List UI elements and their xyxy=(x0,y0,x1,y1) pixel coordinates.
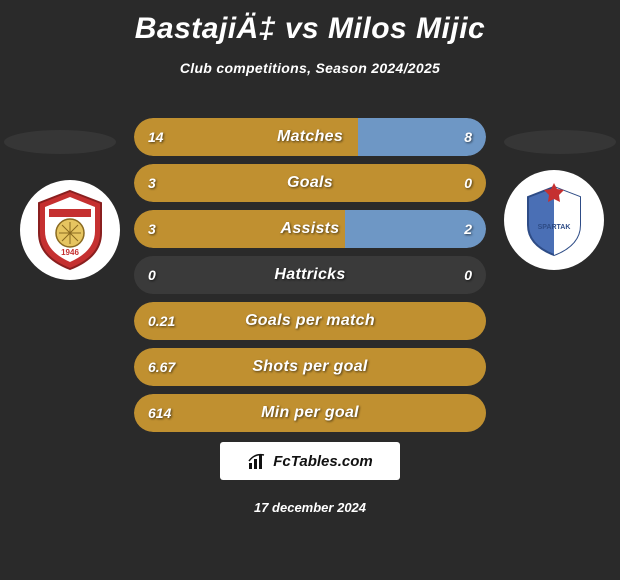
stat-value-right: 0 xyxy=(464,256,472,294)
stat-row: Goals3 0 xyxy=(110,164,510,202)
stat-row: Hattricks0 0 xyxy=(110,256,510,294)
stat-value-left: 3 xyxy=(148,210,156,248)
stat-value-right: 2 xyxy=(464,210,472,248)
stat-row: Shots per goal6.67 xyxy=(110,348,510,386)
page-subtitle: Club competitions, Season 2024/2025 xyxy=(0,60,620,76)
stat-label: Matches xyxy=(110,118,510,156)
team-crest-left: 1946 xyxy=(20,180,120,280)
stat-value-left: 0 xyxy=(148,256,156,294)
stat-label: Assists xyxy=(110,210,510,248)
stat-label: Goals xyxy=(110,164,510,202)
stat-value-right: 8 xyxy=(464,118,472,156)
team-crest-right: SPARTAK xyxy=(504,170,604,270)
stat-value-left: 614 xyxy=(148,394,171,432)
stat-value-left: 6.67 xyxy=(148,348,175,386)
stat-label: Hattricks xyxy=(110,256,510,294)
stats-bars: Matches148Goals30Assists32Hattricks00Goa… xyxy=(110,118,510,440)
stat-row: Matches14 8 xyxy=(110,118,510,156)
stat-value-left: 14 xyxy=(148,118,164,156)
napredak-crest-icon: 1946 xyxy=(35,189,105,271)
watermark-badge: FcTables.com xyxy=(220,442,400,480)
shadow-ellipse-left xyxy=(4,130,116,154)
shadow-ellipse-right xyxy=(504,130,616,154)
svg-text:1946: 1946 xyxy=(61,248,79,257)
stat-row: Assists3 2 xyxy=(110,210,510,248)
page-title: BastajiÄ‡ vs Milos Mijic xyxy=(0,0,620,46)
stat-value-left: 0.21 xyxy=(148,302,175,340)
stat-row: Goals per match0.21 xyxy=(110,302,510,340)
watermark-text: FcTables.com xyxy=(273,453,372,470)
stat-value-right: 0 xyxy=(464,164,472,202)
spartak-crest-icon: SPARTAK xyxy=(522,181,586,259)
stat-value-left: 3 xyxy=(148,164,156,202)
date-text: 17 december 2024 xyxy=(0,500,620,515)
stat-row: Min per goal614 xyxy=(110,394,510,432)
svg-text:SPARTAK: SPARTAK xyxy=(538,224,571,231)
chart-icon xyxy=(247,451,267,471)
